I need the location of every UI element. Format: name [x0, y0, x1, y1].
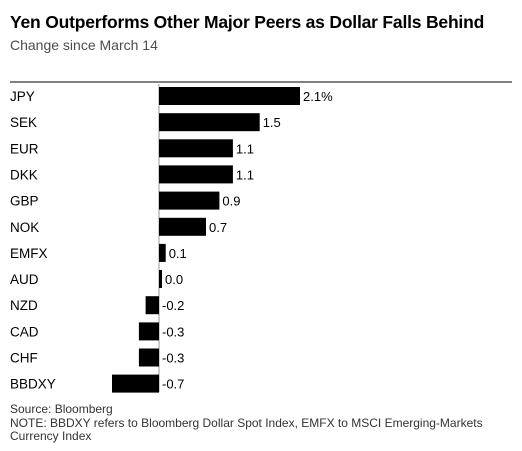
- chart-footer: Source: Bloomberg NOTE: BBDXY refers to …: [10, 402, 515, 444]
- category-label: CHF: [10, 351, 38, 366]
- category-label: CAD: [10, 324, 39, 339]
- value-label: 0.1: [169, 246, 187, 261]
- bars: [112, 87, 300, 393]
- footnote: NOTE: BBDXY refers to Bloomberg Dollar S…: [10, 415, 483, 443]
- value-label: -0.3: [162, 351, 184, 366]
- category-label: NZD: [10, 298, 38, 313]
- value-labels: 2.1% 1.5 1.1 1.1 0.9 0.7 0.1 0.0 -0.2 -0.3 -0.3 -0.…: [162, 89, 333, 392]
- category-label: EMFX: [10, 246, 48, 261]
- category-label: JPY: [10, 89, 35, 104]
- bar-chart: JPYSEKEURDKKGBPNOKEMFXAUDNZDCADCHFBBDXY …: [10, 81, 512, 393]
- bar: [112, 374, 159, 393]
- category-label: NOK: [10, 220, 39, 235]
- value-label: 2.1%: [303, 89, 333, 104]
- bar: [159, 217, 206, 236]
- bar: [159, 165, 233, 184]
- category-label: DKK: [10, 167, 38, 182]
- category-label: BBDXY: [10, 377, 56, 392]
- chart-subtitle: Change since March 14: [10, 37, 158, 53]
- source-note: Source: Bloomberg: [10, 402, 113, 416]
- category-label: EUR: [10, 141, 39, 156]
- bar: [159, 113, 260, 132]
- value-label: -0.7: [162, 377, 184, 392]
- bar: [159, 87, 300, 105]
- bar: [159, 243, 166, 262]
- bar: [159, 191, 220, 210]
- bar: [159, 270, 162, 288]
- value-label: 0.0: [165, 272, 183, 287]
- value-label: 1.1: [236, 141, 254, 156]
- value-label: 1.5: [263, 115, 281, 130]
- value-label: 0.9: [222, 194, 240, 209]
- bar: [138, 348, 159, 367]
- value-label: 0.7: [209, 220, 227, 235]
- category-label: SEK: [10, 115, 37, 130]
- value-label: 1.1: [236, 167, 254, 182]
- bar: [159, 139, 233, 158]
- value-label: -0.3: [162, 324, 184, 339]
- chart-title: Yen Outperforms Other Major Peers as Dol…: [10, 12, 485, 32]
- bar: [145, 296, 159, 315]
- category-label: AUD: [10, 272, 39, 287]
- bar: [138, 322, 159, 341]
- value-label: -0.2: [162, 298, 184, 313]
- category-labels: JPY SEK EUR DKK GBP NOK EMFX AUD NZD CAD CHF BBDXY: [10, 89, 56, 392]
- category-label: GBP: [10, 194, 39, 209]
